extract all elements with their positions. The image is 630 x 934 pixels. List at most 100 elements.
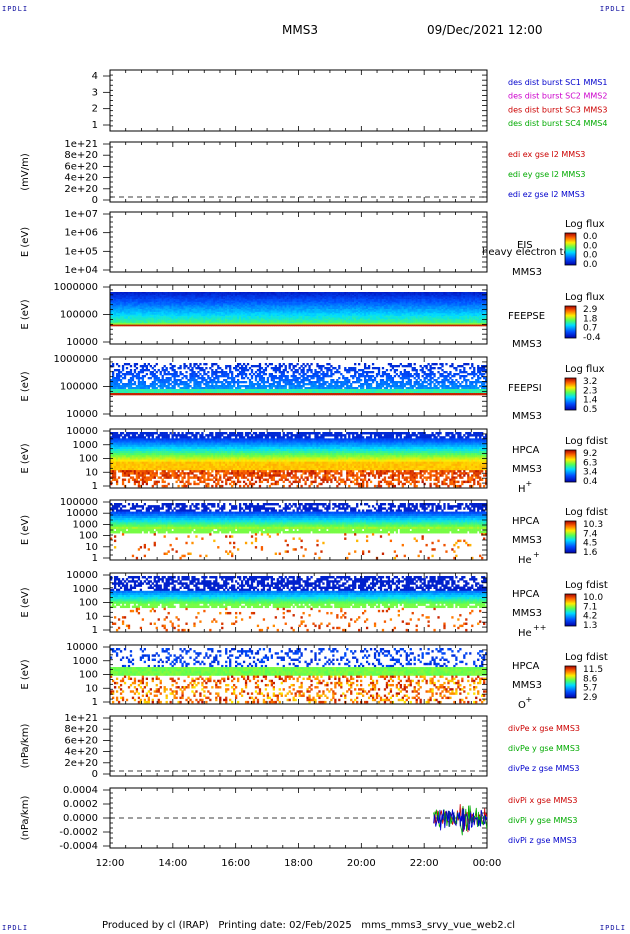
y-tick-label: 4 xyxy=(92,71,98,82)
colorbar-tick-label: 6.3 xyxy=(583,458,597,468)
x-tick-label: 16:00 xyxy=(221,858,250,869)
corner-label-top-right: IPDLI xyxy=(599,5,626,13)
charge-label: ++ xyxy=(533,623,546,632)
axis-ticks xyxy=(109,499,488,561)
colorbar-tick-label: 11.5 xyxy=(583,665,603,675)
axis-ticks xyxy=(109,715,488,777)
spectrogram-feepsi xyxy=(110,363,488,396)
colorbar-tick-label: 0.0 xyxy=(583,251,598,261)
footer-text: Produced by cl (IRAP) Printing date: 02/… xyxy=(102,920,516,931)
spacecraft-label: MMS3 xyxy=(512,535,542,546)
y-tick-label: 100 xyxy=(79,531,98,542)
legend-entry: des dist burst SC2 MMS2 xyxy=(508,92,607,101)
y-axis-label: E (eV) xyxy=(20,443,31,473)
instrument-label: HPCA xyxy=(512,516,540,527)
species-label: He xyxy=(518,628,532,639)
spacecraft-label: MMS3 xyxy=(512,267,542,278)
colorbar-tick-label: 3.2 xyxy=(583,377,597,387)
colorbar-tick-label: -0.4 xyxy=(583,333,601,343)
colorbar-tick-label: 3.4 xyxy=(583,468,598,478)
y-axis-label: (nPa/km) xyxy=(20,796,31,841)
colorbar xyxy=(564,377,577,411)
y-tick-label: 8e+20 xyxy=(64,724,98,735)
y-tick-label: 1e+21 xyxy=(64,713,98,724)
y-axis-label: E (eV) xyxy=(20,515,31,545)
axis-ticks xyxy=(109,284,488,345)
corner-label-top-left: IPDLI xyxy=(2,5,29,13)
corner-label-bottom-left: IPDLI xyxy=(2,924,29,932)
y-tick-label: 0.0004 xyxy=(63,785,98,796)
y-tick-label: 1 xyxy=(92,120,98,131)
y-tick-label: 1 xyxy=(92,481,98,492)
y-tick-label: 10 xyxy=(85,467,98,478)
spectrogram-hpca_o xyxy=(110,648,488,704)
colorbar-tick-label: 0.0 xyxy=(583,260,598,270)
colorbar-tick-label: 0.5 xyxy=(583,405,597,415)
x-axis: 12:00 14:00 16:00 18:00 20:00 22:00 00:00 xyxy=(96,858,502,869)
colorbar-tick-label: 0.0 xyxy=(583,241,598,251)
y-tick-label: 0.0002 xyxy=(63,799,98,810)
y-tick-label: -0.0002 xyxy=(59,827,98,838)
corner-label-bottom-right: IPDLI xyxy=(599,924,626,932)
legend-entry: des dist burst SC4 MMS4 xyxy=(508,119,607,128)
y-tick-label: 1e+05 xyxy=(64,246,98,257)
y-tick-label: 6e+20 xyxy=(64,161,98,172)
spacecraft-label: MMS3 xyxy=(512,680,542,691)
colorbar-tick-label: 5.7 xyxy=(583,684,597,694)
y-tick-label: 4e+20 xyxy=(64,747,98,758)
y-tick-label: 4e+20 xyxy=(64,173,98,184)
y-tick-label: 0.0000 xyxy=(63,813,98,824)
panel-feepsi: 1000000 100000 10000 E (eV) FEEPSI MMS3 Log fl… xyxy=(20,354,605,422)
colorbar xyxy=(564,449,577,483)
axis-ticks xyxy=(109,787,488,849)
panel-burst: 1 2 3 4 des dist burst SC1 MMS1 des dist burs… xyxy=(92,69,607,132)
y-tick-label: 10000 xyxy=(66,642,98,653)
y-tick-label: 10 xyxy=(85,683,98,694)
colorbar-tick-label: 1.6 xyxy=(583,548,598,558)
species-label: He xyxy=(518,555,532,566)
axis-ticks xyxy=(109,141,488,203)
colorbar-tick-label: 0.7 xyxy=(583,324,597,334)
y-tick-label: 2 xyxy=(92,104,98,115)
y-tick-label: 1 xyxy=(92,625,98,636)
y-tick-label: 6e+20 xyxy=(64,735,98,746)
y-tick-label: 0 xyxy=(92,195,98,206)
y-tick-label: 1000 xyxy=(73,440,98,451)
colorbar-title: Log flux xyxy=(565,292,605,303)
y-tick-label: 1e+21 xyxy=(64,139,98,150)
species-label: O xyxy=(518,700,526,711)
y-tick-label: 100000 xyxy=(60,310,98,321)
panel-hpca_h: 10000 1000 100 10 1 E (eV) HPCA MMS3 H+ Log fdist… xyxy=(20,426,608,495)
colorbar-title: Log flux xyxy=(565,219,605,230)
legend-entry: divPe z gse MMS3 xyxy=(508,764,579,773)
colorbar-tick-label: 0.4 xyxy=(583,477,598,487)
axis-ticks xyxy=(109,69,488,132)
species-label: H xyxy=(518,484,526,495)
x-tick-label: 14:00 xyxy=(158,858,187,869)
instrument-label: HPCA xyxy=(512,661,540,672)
colorbar-tick-label: 2.9 xyxy=(583,305,598,315)
y-axis-label: (mV/m) xyxy=(20,153,31,191)
x-tick-label: 00:00 xyxy=(473,858,502,869)
legend-entry: divPi z gse MMS3 xyxy=(508,836,577,845)
colorbar-title: Log fdist xyxy=(565,436,608,447)
y-tick-label: 1e+04 xyxy=(64,265,98,276)
y-tick-label: 3 xyxy=(92,87,98,98)
legend-entry: divPe x gse MMS3 xyxy=(508,724,580,733)
colorbar-tick-label: 0.0 xyxy=(583,232,598,242)
y-tick-label: 2e+20 xyxy=(64,184,98,195)
y-tick-label: 1000 xyxy=(73,656,98,667)
y-tick-label: 100 xyxy=(79,670,98,681)
colorbar xyxy=(564,232,577,266)
colorbar-tick-label: 7.1 xyxy=(583,602,597,612)
charge-label: + xyxy=(526,479,533,488)
spectrogram-hpca_he xyxy=(110,503,488,560)
y-axis-label: E (eV) xyxy=(20,587,31,617)
y-tick-label: 1e+06 xyxy=(64,228,98,239)
colorbar xyxy=(564,305,577,339)
y-tick-label: -0.0004 xyxy=(59,841,98,852)
legend-entry: edi ez gse l2 MMS3 xyxy=(508,190,585,199)
y-tick-label: 100000 xyxy=(60,497,98,508)
y-tick-label: 1 xyxy=(92,553,98,564)
